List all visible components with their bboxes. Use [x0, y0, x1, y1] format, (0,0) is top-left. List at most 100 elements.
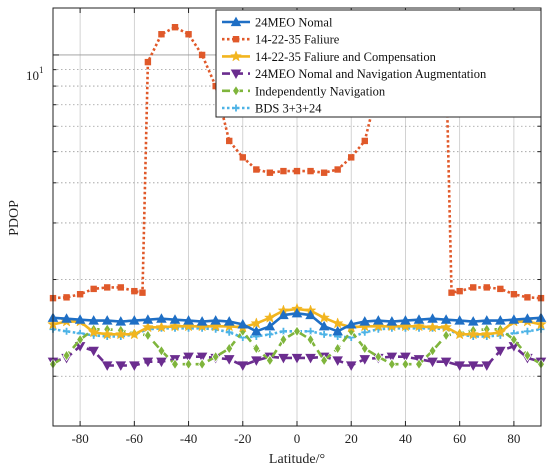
data-point: [305, 309, 316, 320]
data-point: [361, 328, 369, 336]
data-point: [523, 349, 532, 362]
data-point: [467, 328, 480, 340]
data-point: [348, 154, 355, 161]
data-point: [413, 314, 425, 324]
data-point: [427, 357, 438, 368]
data-point: [495, 315, 506, 325]
y-axis: 101: [26, 54, 541, 377]
data-point: [401, 358, 410, 371]
x-axis: -80 -60 -40 -20 0 20 40 60 80: [71, 8, 520, 446]
data-point: [333, 342, 342, 355]
data-point: [400, 315, 411, 325]
data-point: [359, 355, 371, 365]
data-point: [279, 333, 288, 346]
data-point: [454, 315, 465, 325]
data-point: [345, 361, 357, 371]
data-point: [76, 333, 85, 346]
data-point: [386, 316, 398, 326]
data-point: [279, 327, 287, 335]
data-point: [510, 291, 518, 298]
data-point: [266, 169, 274, 176]
data-point: [156, 313, 167, 323]
data-point: [467, 361, 479, 371]
data-point: [239, 154, 246, 161]
data-point: [524, 294, 531, 301]
data-point: [318, 320, 330, 331]
data-point: [237, 361, 249, 371]
data-point: [185, 31, 192, 38]
data-point: [278, 353, 289, 364]
legend: 24MEO Nomal 14-22-35 Faliure 14-22-35 Fali…: [215, 9, 542, 118]
data-point: [307, 327, 315, 335]
data-point: [481, 315, 493, 325]
data-point: [183, 315, 194, 325]
data-point: [129, 361, 140, 371]
data-point: [481, 361, 493, 371]
legend-swatch-marker: [232, 104, 240, 112]
data-point: [264, 320, 276, 331]
legend-entry-label: Independently Navigation: [255, 84, 386, 98]
data-point: [523, 327, 531, 335]
data-point: [139, 289, 146, 296]
data-point: [331, 317, 344, 329]
legend-entry-label: BDS 3+3+24: [255, 102, 322, 116]
data-point: [320, 354, 329, 367]
data-point: [171, 358, 179, 371]
data-point: [293, 325, 301, 338]
data-point: [453, 328, 466, 340]
data-point: [169, 314, 181, 324]
data-point: [345, 318, 357, 329]
data-point: [211, 350, 220, 363]
data-point: [142, 314, 154, 324]
data-point: [90, 285, 97, 293]
data-point: [76, 291, 84, 298]
data-point: [266, 330, 274, 338]
data-point: [508, 314, 520, 324]
data-point: [280, 167, 287, 175]
data-point: [144, 58, 152, 66]
data-point: [63, 294, 70, 301]
data-point: [522, 313, 533, 323]
data-point: [101, 328, 114, 340]
data-point: [87, 326, 100, 338]
data-point: [494, 326, 507, 338]
legend-box: [215, 9, 542, 118]
x-tick-label: 60: [453, 431, 466, 446]
x-tick-label: -80: [71, 431, 88, 446]
legend-swatch-marker: [230, 16, 242, 27]
data-point: [334, 166, 341, 173]
data-point: [509, 333, 518, 346]
data-point: [184, 358, 193, 371]
data-point: [158, 31, 165, 38]
data-point: [291, 307, 303, 318]
data-point: [305, 353, 316, 364]
data-point: [115, 316, 127, 326]
data-point: [128, 328, 141, 340]
data-point: [413, 320, 425, 332]
data-point: [442, 329, 451, 342]
data-point: [226, 137, 233, 145]
x-tick-label: -60: [126, 431, 143, 446]
data-point: [142, 357, 154, 368]
data-point: [223, 355, 235, 365]
data-point: [196, 316, 208, 326]
data-point: [198, 51, 206, 59]
data-point: [332, 325, 343, 336]
data-point: [374, 350, 383, 363]
data-point: [263, 311, 276, 323]
data-point: [63, 327, 71, 335]
data-point: [253, 166, 260, 173]
x-tick-label: 40: [399, 431, 412, 446]
data-point: [156, 357, 167, 368]
data-point: [251, 356, 262, 366]
data-point: [225, 342, 234, 355]
data-point: [210, 315, 221, 325]
x-tick-label: -20: [234, 431, 251, 446]
data-point: [291, 353, 303, 364]
data-point: [359, 316, 371, 326]
data-point: [88, 315, 99, 325]
data-point: [157, 344, 166, 357]
data-point: [440, 357, 452, 368]
legend-swatch-marker: [230, 50, 242, 62]
